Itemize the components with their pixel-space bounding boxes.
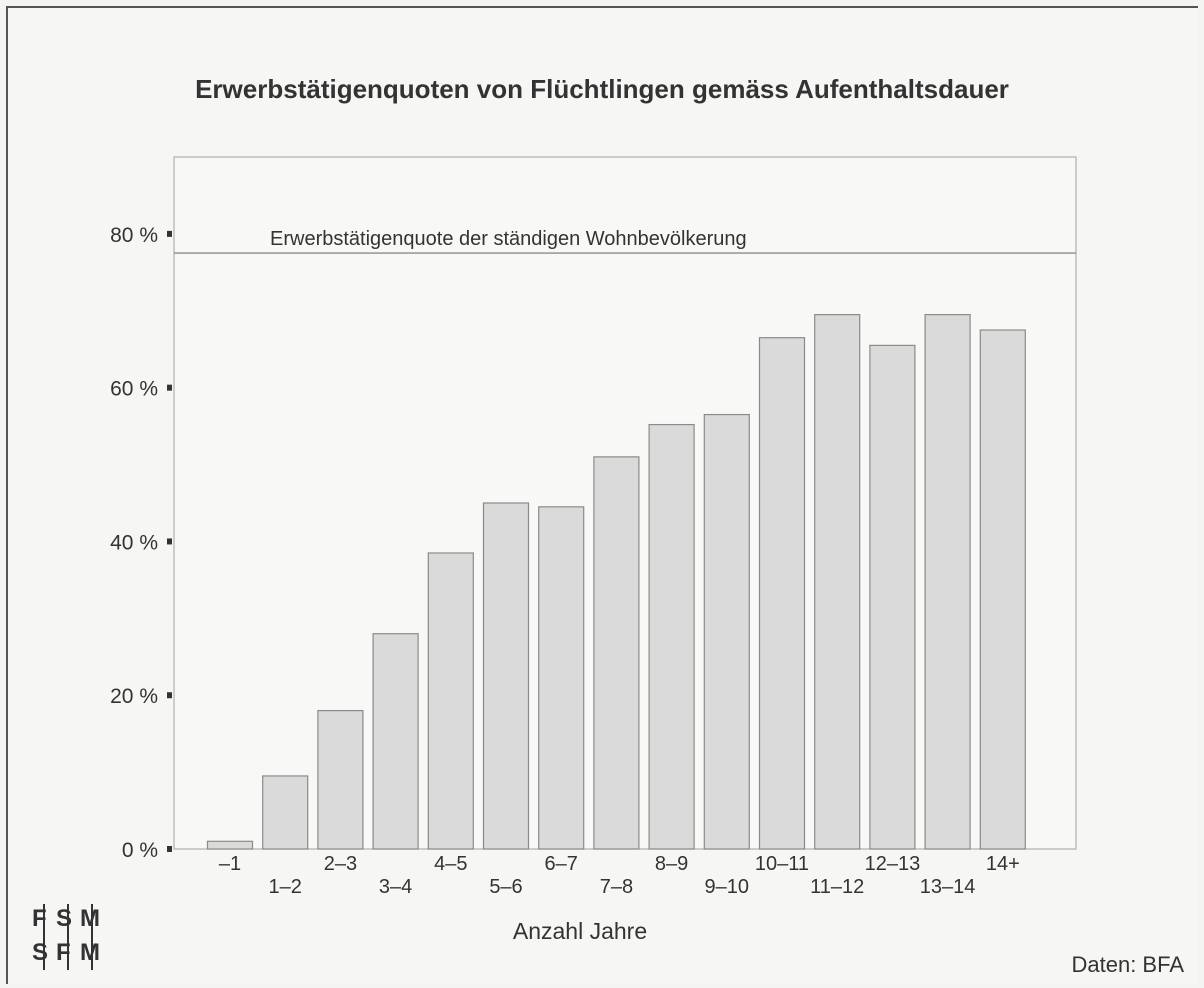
reference-line-label: Erwerbstätigenquote der ständigen Wohnbe… [270, 228, 747, 250]
bar-6 [482, 502, 530, 850]
bar-9 [648, 423, 695, 850]
bar-13 [869, 344, 916, 850]
logo-letter: M [80, 939, 100, 966]
x-tick-label: 12–13 [865, 853, 921, 875]
x-tick-label: 3–4 [379, 876, 412, 898]
y-tick-label: 0 % [122, 839, 158, 862]
y-tick-label: 40 % [110, 531, 158, 554]
y-tick-label: 80 % [110, 224, 158, 247]
chart-title: Erwerbstätigenquoten von Flüchtlingen ge… [195, 74, 1009, 104]
y-tick-label: 20 % [110, 685, 158, 708]
y-tick-label: 60 % [110, 378, 158, 401]
y-tick-mark [167, 692, 172, 699]
bar-14 [924, 314, 971, 850]
logo-letter: M [80, 905, 100, 932]
bar-2 [262, 775, 309, 850]
fsm-logo-mark: F S MS F M [32, 904, 100, 970]
bar-15 [979, 329, 1026, 850]
logo-letter: S [56, 905, 72, 932]
x-tick-label: 6–7 [545, 853, 578, 875]
bar-4 [372, 633, 419, 850]
x-tick-label: 14+ [986, 853, 1020, 875]
x-tick-label: 5–6 [489, 876, 522, 898]
x-tick-label: 8–9 [655, 853, 688, 875]
bar-8 [593, 456, 640, 850]
x-tick-label: 13–14 [920, 876, 976, 898]
y-tick-mark [167, 384, 172, 391]
logo-letter: F [32, 905, 47, 932]
x-axis-title: Anzahl Jahre [512, 918, 648, 944]
bar-10 [703, 413, 750, 850]
y-tick-mark [167, 846, 172, 852]
y-tick-mark [167, 538, 172, 545]
source-note: Daten: BFA [1071, 952, 1184, 977]
x-tick-label: 1–2 [269, 876, 302, 898]
bar-5 [427, 552, 474, 850]
x-tick-label: 7–8 [600, 876, 633, 898]
bar-1 [206, 840, 254, 850]
bar-12 [814, 314, 861, 850]
bar-3 [317, 709, 364, 850]
x-tick-label: 10–11 [755, 853, 809, 875]
x-tick-label: 9–10 [705, 876, 750, 898]
x-tick-label: 4–5 [434, 853, 467, 875]
logo-letter: F [56, 939, 71, 966]
x-tick-label: 2–3 [324, 853, 357, 875]
x-tick-label: 11–12 [810, 876, 864, 898]
y-tick-mark [167, 230, 172, 237]
bar-11 [758, 337, 806, 850]
logo-letter: S [32, 939, 48, 966]
bar-7 [538, 506, 585, 850]
x-tick-label: –1 [219, 853, 241, 875]
